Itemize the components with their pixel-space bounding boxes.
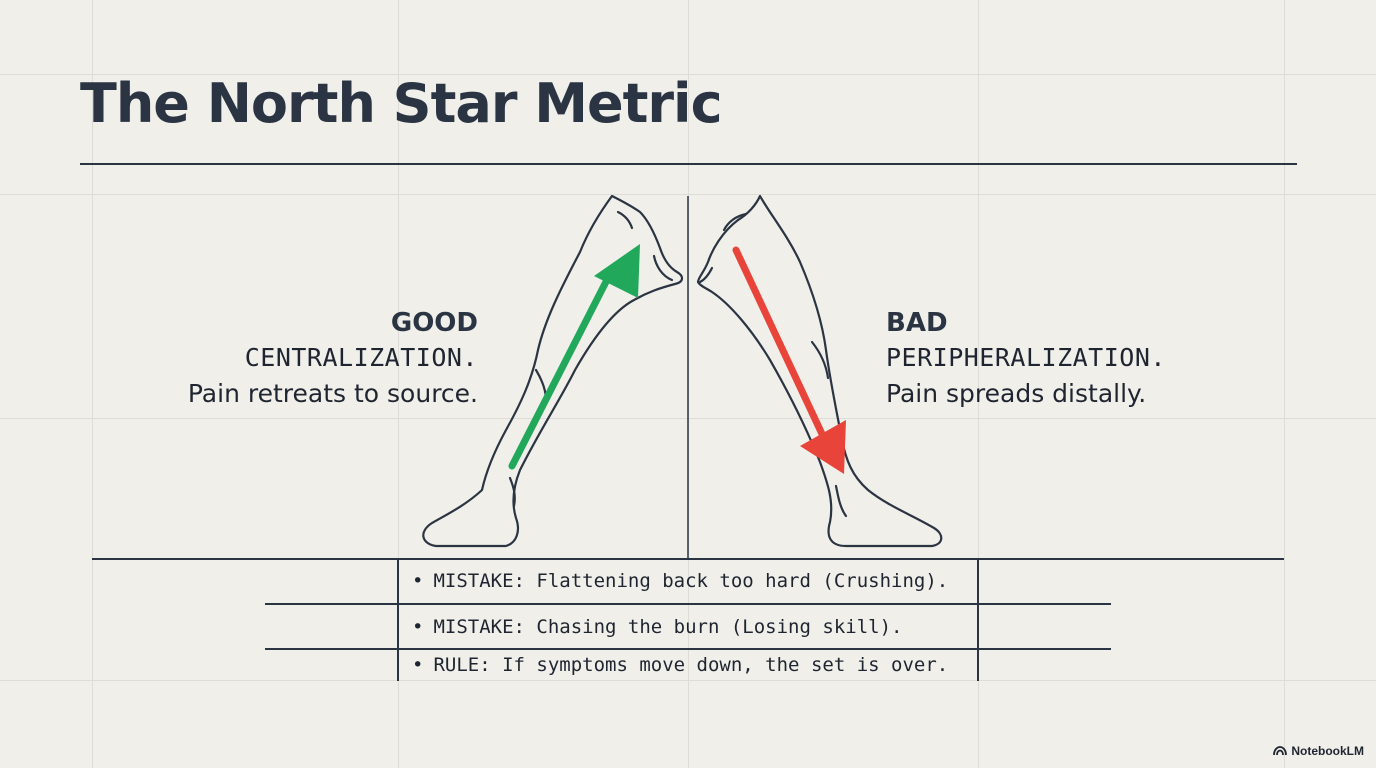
bad-label-block: BAD PERIPHERALIZATION. Pain spreads dist… bbox=[886, 306, 1166, 412]
good-description: Pain retreats to source. bbox=[187, 379, 478, 408]
right-leg-outline bbox=[696, 194, 943, 548]
brand-name: NotebookLM bbox=[1291, 744, 1364, 758]
table-row-rule-1 bbox=[265, 603, 1111, 605]
notebooklm-logo-icon bbox=[1273, 746, 1288, 756]
list-item: • RULE: If symptoms move down, the set is… bbox=[412, 654, 949, 676]
brand-watermark: NotebookLM bbox=[1273, 744, 1364, 758]
table-top-rule bbox=[92, 558, 1284, 560]
table-left-border bbox=[397, 558, 399, 681]
bad-term: PERIPHERALIZATION. bbox=[886, 343, 1166, 372]
page-title: The North Star Metric bbox=[80, 72, 723, 135]
title-divider bbox=[80, 163, 1297, 165]
bad-description: Pain spreads distally. bbox=[886, 379, 1147, 408]
good-heading: GOOD bbox=[390, 308, 478, 338]
peripheralization-arrow bbox=[732, 246, 846, 474]
table-right-border bbox=[977, 558, 979, 681]
list-item: • MISTAKE: Flattening back too hard (Crus… bbox=[412, 570, 949, 592]
good-label-block: GOOD CENTRALIZATION. Pain retreats to so… bbox=[188, 306, 478, 412]
good-term: CENTRALIZATION. bbox=[244, 343, 478, 372]
centralization-arrow bbox=[508, 244, 640, 470]
table-row-rule-2 bbox=[265, 648, 1111, 650]
bad-heading: BAD bbox=[886, 308, 948, 338]
list-item: • MISTAKE: Chasing the burn (Losing skill… bbox=[412, 616, 903, 638]
